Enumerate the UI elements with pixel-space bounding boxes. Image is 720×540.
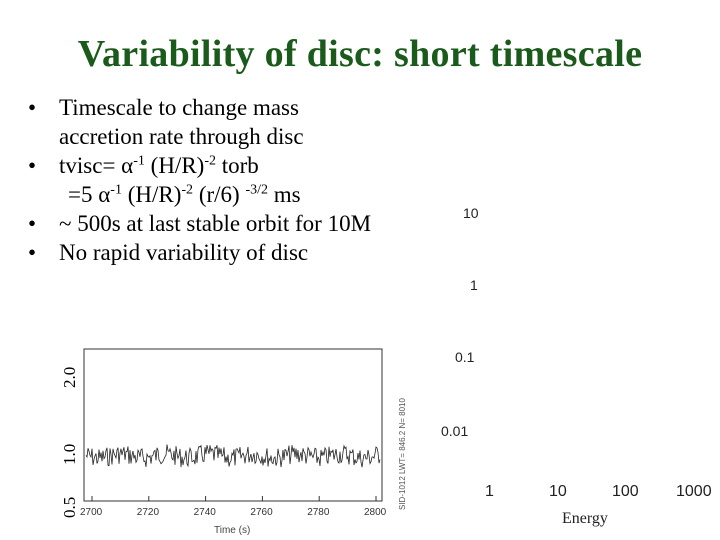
lightcurve-y-label: 2.0 [60,366,79,388]
bullet-list: • Timescale to change mass accretion rat… [28,93,488,267]
spectrum-x-tick: 100 [612,483,639,500]
equation-prefix: =5 [68,182,99,207]
lightcurve-figure: 2700 2720 2740 2760 2780 2800 Time (s) SID-10… [80,348,407,536]
lightcurve-x-tick: 2780 [307,507,330,518]
bullet-marker: • [28,211,37,236]
spectrum-x-tick: 1000 [676,483,712,500]
spectrum-y-tick: 0.01 [441,423,468,439]
spectrum-x-label: Energy [562,510,608,527]
spectrum-x-tick: 1 [485,483,494,500]
bullet-2-suffix: torb [216,153,259,178]
exponent: -1 [133,153,145,169]
lightcurve-frame [83,348,383,502]
exponent: -2 [204,153,216,169]
bullet-1-continuation: accretion rate through disc [59,124,304,149]
bullet-4: • No rapid variability of disc [28,238,488,267]
alpha-symbol: α [98,182,111,207]
alpha-symbol: α [121,153,134,178]
bullet-2-equation: =5 α-1 (H/R)-2 (r/6) -3/2 ms [28,180,488,209]
lightcurve-x-tick: 2800 [364,507,387,518]
bullet-marker: • [28,153,37,178]
bullet-2: • tvisc= α-1 (H/R)-2 torb [28,151,488,180]
bullet-4-text: No rapid variability of disc [59,240,309,265]
lightcurve-y-label: 0.5 [60,496,79,518]
bullet-1: • Timescale to change mass [28,93,488,122]
bullet-marker: • [28,240,37,265]
lightcurve-x-ticks: 2700 2720 2740 2760 2780 2800 [80,496,387,518]
equation-mid-2: (r/6) [193,182,246,207]
lightcurve-y-label: 1.0 [60,443,79,465]
spectrum-x-tick: 10 [549,483,567,500]
spectrum-y-tick: 10 [463,205,479,221]
equation-mid: (H/R) [121,182,182,207]
lightcurve-x-label: Time (s) [214,525,250,536]
lightcurve-trace [85,444,381,468]
bullet-2-mid: (H/R) [144,153,205,178]
exponent: -2 [181,182,194,198]
equation-suffix: ms [268,182,301,207]
bullet-1-line-1: Timescale to change mass [59,95,299,120]
exponent: -3/2 [245,182,268,198]
lightcurve-x-tick: 2740 [194,507,217,518]
lightcurve-x-tick: 2760 [250,507,273,518]
spectrum-figure: 10 1 0.1 0.01 1 10 100 1000 Energy [441,205,712,527]
exponent: -1 [110,182,122,198]
slide-title: Variability of disc: short timescale [77,33,643,75]
lightcurve-x-tick: 2720 [137,507,160,518]
bullet-3: • ~ 500s at last stable orbit for 10M [28,209,488,238]
bullet-3-text: ~ 500s at last stable orbit for 10M [59,211,372,236]
spectrum-y-tick: 1 [470,277,478,293]
bullet-marker: • [28,95,37,120]
lightcurve-side-text: SID-1012 LWT= 846.2 N= 8010 [398,398,407,510]
spectrum-y-tick: 0.1 [455,349,475,365]
bullet-2-prefix: tvisc= [59,153,122,178]
lightcurve-x-tick: 2700 [80,507,103,518]
